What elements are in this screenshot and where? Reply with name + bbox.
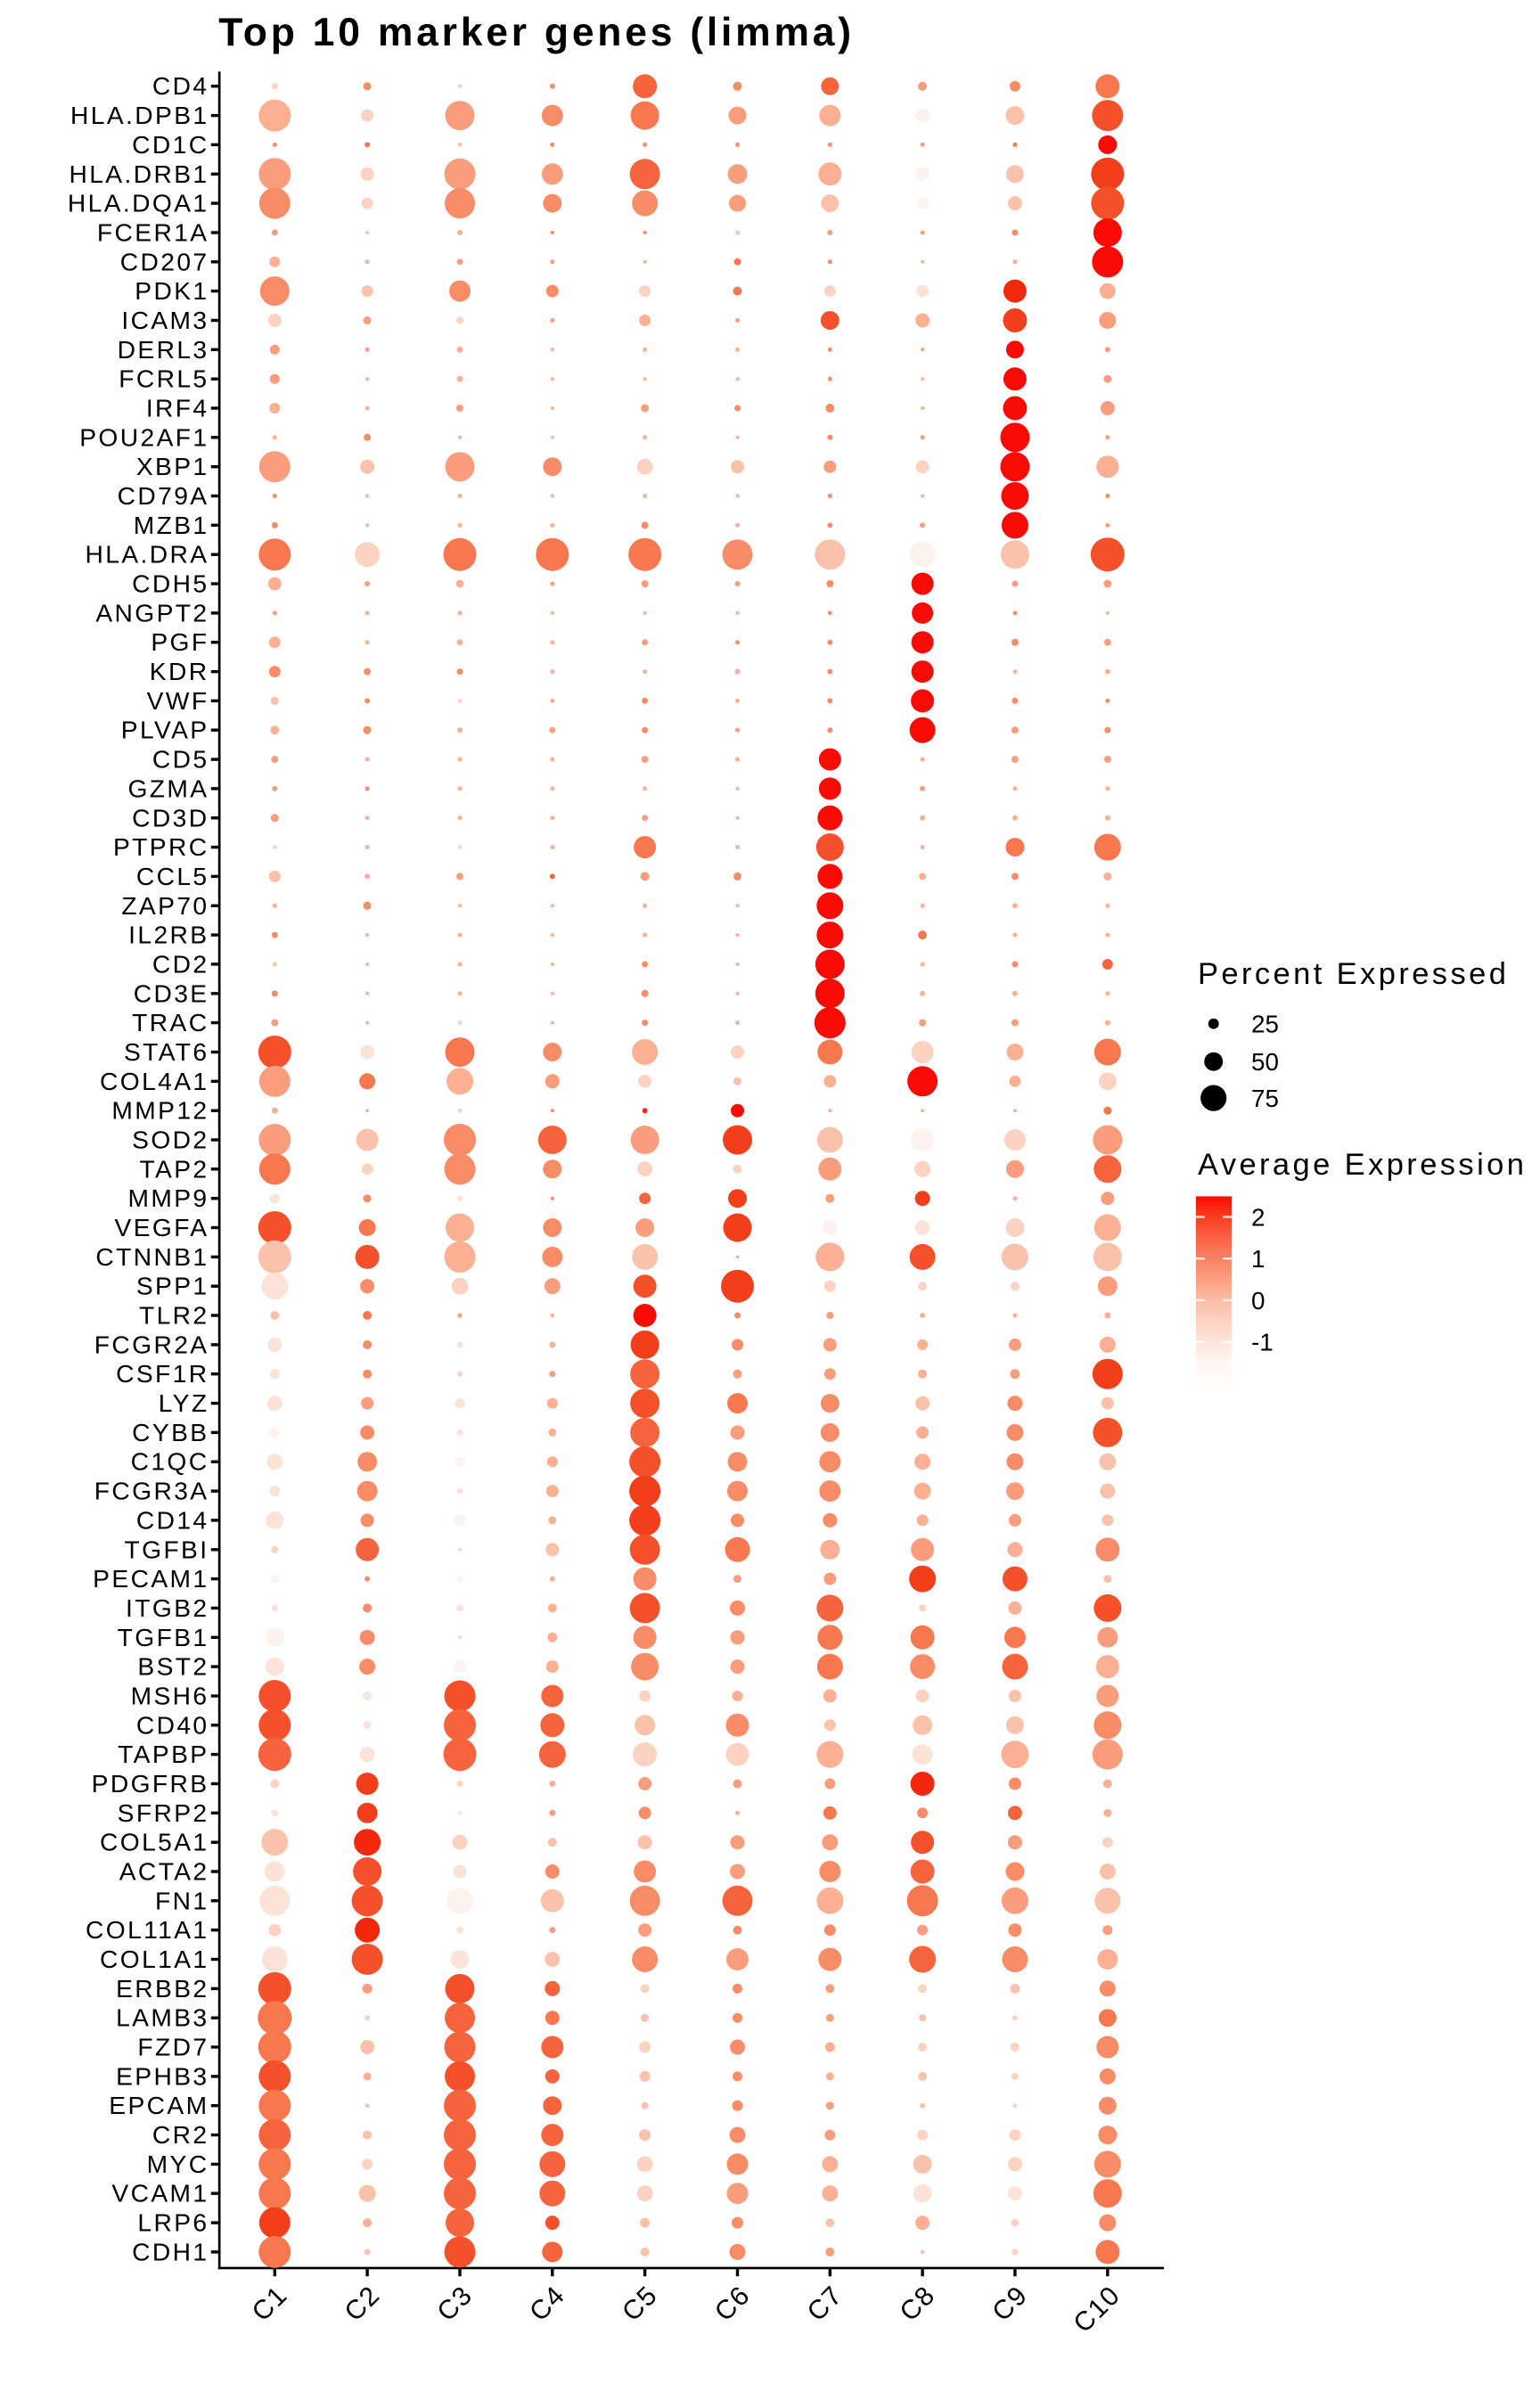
svg-text:HLA.DQA1: HLA.DQA1: [68, 189, 209, 217]
svg-text:SPP1: SPP1: [136, 1272, 209, 1300]
svg-text:CD1C: CD1C: [132, 130, 209, 159]
svg-text:PLVAP: PLVAP: [121, 716, 209, 744]
svg-text:ACTA2: ACTA2: [119, 1857, 209, 1886]
svg-text:COL1A1: COL1A1: [100, 1945, 209, 1973]
svg-text:Percent Expressed: Percent Expressed: [1198, 957, 1509, 991]
svg-text:CD3E: CD3E: [134, 979, 209, 1007]
svg-text:CD2: CD2: [152, 950, 209, 979]
svg-text:CD5: CD5: [152, 745, 209, 774]
svg-text:CD3D: CD3D: [132, 803, 209, 831]
svg-text:CCL5: CCL5: [136, 862, 209, 890]
svg-text:MSH6: MSH6: [131, 1682, 209, 1710]
svg-text:TRAC: TRAC: [132, 1008, 209, 1036]
svg-text:IL2RB: IL2RB: [128, 921, 209, 949]
svg-text:HLA.DRB1: HLA.DRB1: [69, 160, 209, 188]
svg-text:ICAM3: ICAM3: [121, 306, 209, 334]
svg-text:50: 50: [1251, 1048, 1279, 1076]
svg-text:CR2: CR2: [152, 2120, 209, 2149]
svg-text:PDGFRB: PDGFRB: [92, 1769, 209, 1798]
svg-text:VCAM1: VCAM1: [111, 2179, 209, 2208]
svg-text:LYZ: LYZ: [159, 1388, 209, 1417]
svg-text:-1: -1: [1251, 1329, 1274, 1356]
svg-text:FZD7: FZD7: [137, 2033, 209, 2061]
svg-text:ERBB2: ERBB2: [116, 1974, 209, 2003]
svg-text:IRF4: IRF4: [146, 394, 209, 422]
svg-text:CD207: CD207: [120, 247, 209, 275]
svg-text:HLA.DPB1: HLA.DPB1: [70, 101, 209, 129]
svg-text:COL4A1: COL4A1: [100, 1067, 209, 1095]
svg-text:Average Expression: Average Expression: [1198, 1148, 1527, 1182]
svg-text:VEGFA: VEGFA: [115, 1213, 209, 1241]
svg-text:CYBB: CYBB: [132, 1418, 209, 1446]
svg-text:CD4: CD4: [152, 71, 209, 100]
svg-text:FCRL5: FCRL5: [119, 365, 209, 393]
svg-text:25: 25: [1251, 1011, 1279, 1038]
svg-text:75: 75: [1251, 1085, 1279, 1112]
svg-text:MYC: MYC: [147, 2150, 209, 2178]
svg-text:KDR: KDR: [150, 657, 209, 685]
svg-text:EPCAM: EPCAM: [109, 2091, 209, 2119]
svg-text:EPHB3: EPHB3: [116, 2061, 209, 2090]
svg-text:Top 10 marker genes (limma): Top 10 marker genes (limma): [218, 11, 855, 54]
svg-text:ZAP70: ZAP70: [121, 891, 209, 920]
svg-text:CD40: CD40: [136, 1710, 209, 1739]
svg-text:PECAM1: PECAM1: [93, 1564, 209, 1593]
svg-text:COL5A1: COL5A1: [100, 1828, 209, 1856]
svg-text:CSF1R: CSF1R: [116, 1359, 209, 1388]
svg-text:XBP1: XBP1: [136, 452, 209, 480]
svg-text:CD79A: CD79A: [118, 481, 209, 510]
svg-text:BST2: BST2: [137, 1652, 209, 1681]
svg-text:ANGPT2: ANGPT2: [95, 598, 209, 627]
svg-text:FCGR2A: FCGR2A: [94, 1330, 209, 1358]
svg-text:VWF: VWF: [147, 686, 209, 715]
svg-text:CDH5: CDH5: [132, 569, 209, 598]
svg-text:COL11A1: COL11A1: [86, 1915, 209, 1944]
svg-text:0: 0: [1251, 1287, 1265, 1315]
svg-text:LRP6: LRP6: [137, 2208, 209, 2237]
svg-text:CDH1: CDH1: [132, 2237, 209, 2265]
svg-text:GZMA: GZMA: [127, 774, 209, 802]
svg-text:HLA.DRA: HLA.DRA: [86, 540, 209, 569]
svg-text:STAT6: STAT6: [124, 1037, 209, 1066]
svg-text:TGFBI: TGFBI: [125, 1535, 209, 1563]
svg-text:FCGR3A: FCGR3A: [94, 1477, 209, 1505]
svg-text:TLR2: TLR2: [139, 1301, 209, 1330]
svg-text:SOD2: SOD2: [132, 1126, 209, 1154]
svg-text:PGF: PGF: [151, 627, 209, 656]
svg-text:MMP9: MMP9: [127, 1184, 209, 1212]
svg-text:ITGB2: ITGB2: [126, 1593, 209, 1622]
svg-text:CTNNB1: CTNNB1: [95, 1242, 209, 1271]
svg-text:C1QC: C1QC: [131, 1447, 209, 1476]
svg-text:DERL3: DERL3: [118, 335, 209, 364]
svg-text:2: 2: [1251, 1204, 1265, 1232]
svg-text:LAMB3: LAMB3: [116, 2003, 209, 2032]
svg-text:TAP2: TAP2: [139, 1154, 209, 1183]
svg-text:TAPBP: TAPBP: [118, 1740, 209, 1768]
svg-text:PDK1: PDK1: [135, 276, 209, 305]
svg-text:PTPRC: PTPRC: [113, 832, 209, 861]
svg-text:MMP12: MMP12: [111, 1096, 209, 1125]
svg-text:TGFB1: TGFB1: [118, 1623, 209, 1651]
svg-text:1: 1: [1251, 1245, 1265, 1273]
svg-text:MZB1: MZB1: [134, 511, 209, 539]
svg-text:FCER1A: FCER1A: [97, 218, 209, 247]
svg-text:SFRP2: SFRP2: [118, 1798, 209, 1827]
svg-text:CD14: CD14: [136, 1505, 209, 1534]
svg-text:POU2AF1: POU2AF1: [79, 422, 209, 451]
svg-text:FN1: FN1: [155, 1886, 209, 1914]
